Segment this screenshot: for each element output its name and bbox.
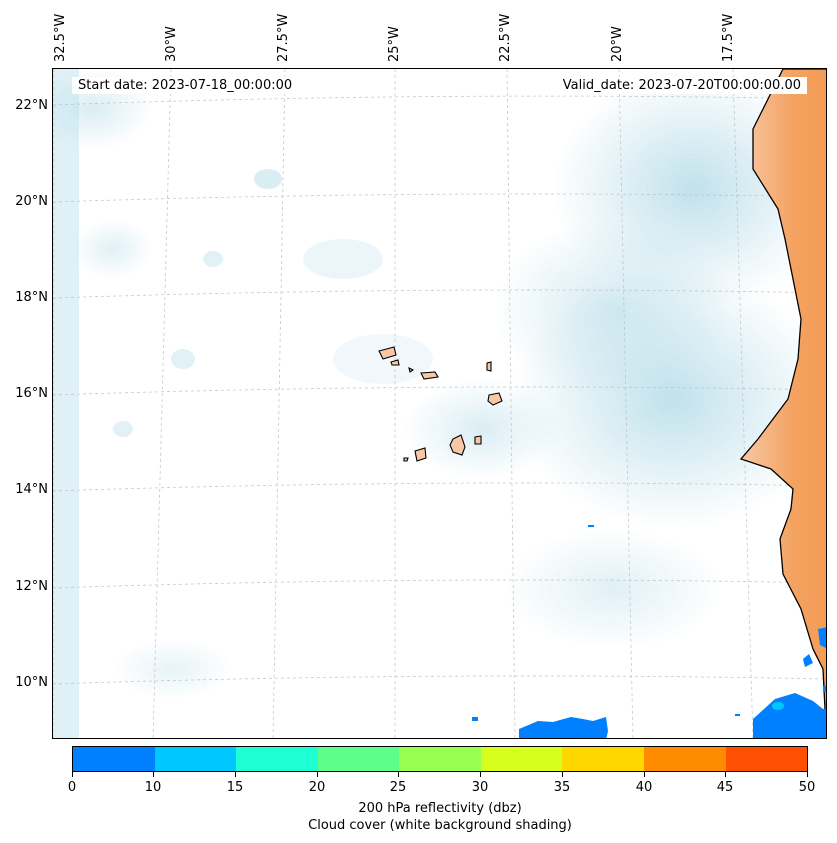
valid-date-label: Valid_date: 2023-07-20T00:00:00.00 [556,77,807,94]
colorbar-tick [72,772,73,777]
colorbar-tick [562,772,563,777]
colorbar-segment-0-10 [73,747,155,771]
colorbar-tick-label: 20 [308,780,326,795]
lon-label-20w: 20°W [610,26,625,62]
colorbar-tick-label: 45 [716,780,734,795]
reflectivity-echoes [472,525,826,738]
colorbar-tick-label: 25 [389,780,407,795]
colorbar-tick [807,772,808,777]
colorbar-segment-40-45 [643,747,726,771]
colorbar-segment-25-30 [399,747,481,771]
colorbar-tick-label: 35 [553,780,571,795]
colorbar-tick [398,772,399,777]
colorbar-label: 200 hPa reflectivity (dbz) [358,801,522,816]
colorbar-tick-label: 15 [226,780,244,795]
colorbar-tick-label: 30 [471,780,489,795]
lon-label-32.5w: 32.5°W [53,13,68,62]
cape-verde-islands [378,346,503,462]
graticule [53,69,826,738]
colorbar-segment-10-15 [154,747,237,771]
colorbar-tick [317,772,318,777]
start-date-label: Start date: 2023-07-18_00:00:00 [72,77,299,94]
colorbar-tick [480,772,481,777]
lon-label-25w: 25°W [387,26,402,62]
colorbar-segment-20-25 [317,747,400,771]
lat-label-22n: 22°N [15,98,48,113]
lon-label-30w: 30°W [164,26,179,62]
lon-label-22.5w: 22.5°W [498,13,513,62]
colorbar-tick-label: 0 [67,780,77,795]
lat-label-10n: 10°N [15,675,48,690]
lon-label-17.5w: 17.5°W [721,13,736,62]
colorbar-segment-35-40 [562,747,644,771]
colorbar-tick [153,772,154,777]
map-canvas [53,69,826,738]
cloud-cover-shading [53,69,826,738]
colorbar-segment-15-20 [236,747,318,771]
lat-label-18n: 18°N [15,290,48,305]
lat-label-16n: 16°N [15,386,48,401]
lat-label-12n: 12°N [15,579,48,594]
lat-label-20n: 20°N [15,194,48,209]
colorbar-tick [235,772,236,777]
map-panel: Start date: 2023-07-18_00:00:00 Valid_da… [52,68,827,739]
colorbar-tick-label: 40 [635,780,653,795]
lon-label-27.5w: 27.5°W [276,13,291,62]
colorbar-sublabel: Cloud cover (white background shading) [308,818,572,833]
reflectivity-colorbar [72,746,808,772]
colorbar-segment-45-50 [725,747,808,771]
colorbar-tick [644,772,645,777]
colorbar-tick [725,772,726,777]
lat-label-14n: 14°N [15,482,48,497]
colorbar-tick-label: 50 [798,780,816,795]
colorbar-tick-label: 10 [144,780,162,795]
colorbar-segment-30-35 [480,747,563,771]
